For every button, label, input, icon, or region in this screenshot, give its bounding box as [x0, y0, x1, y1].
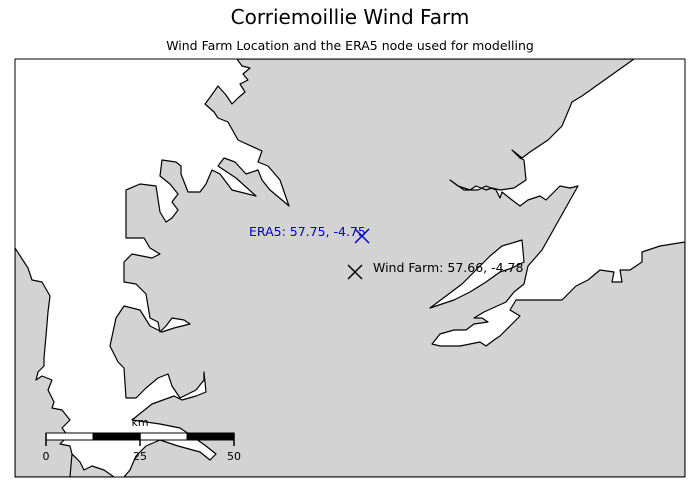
wind-farm-x-icon [347, 264, 363, 280]
wind-farm-label: Wind Farm: 57.66, -4.78 [373, 260, 523, 275]
scale-segment-3 [139, 432, 188, 441]
scale-label-0: 0 [43, 450, 50, 463]
scale-label-25: 25 [133, 450, 147, 463]
era5-x-icon [354, 228, 370, 244]
land-south-headland [69, 453, 115, 477]
era5-marker: ERA5: 57.75, -4.75 [249, 224, 370, 244]
scale-segment-1 [45, 432, 94, 441]
coastline-layer [15, 59, 685, 477]
scale-bar-unit: km [131, 416, 148, 429]
scale-segment-4 [186, 432, 235, 441]
era5-label: ERA5: 57.75, -4.75 [249, 224, 366, 239]
scale-label-50: 50 [227, 450, 241, 463]
map-subtitle: Wind Farm Location and the ERA5 node use… [166, 38, 534, 53]
scale-bar: km 0 25 50 [43, 416, 242, 463]
inlet-water [429, 239, 525, 309]
map-frame [14, 58, 686, 478]
map-title: Corriemoillie Wind Farm [230, 5, 470, 29]
wind-farm-marker: Wind Farm: 57.66, -4.78 [347, 260, 523, 280]
scale-segment-2 [92, 432, 141, 441]
land-mainland-east [109, 59, 685, 477]
